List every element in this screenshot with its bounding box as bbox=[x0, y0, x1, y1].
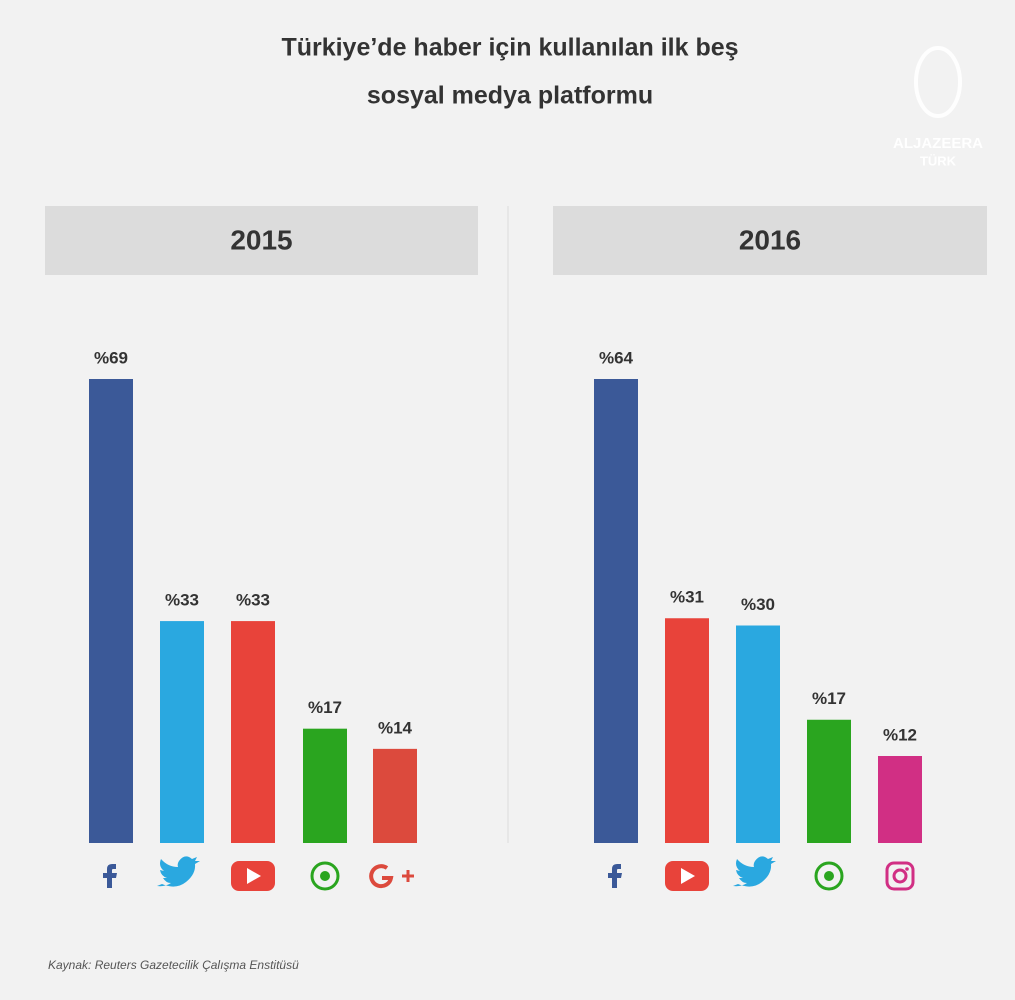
icon-shape bbox=[681, 868, 695, 884]
panel-header bbox=[553, 206, 987, 275]
icon-shape bbox=[892, 868, 908, 884]
platform-icon bbox=[103, 864, 117, 888]
platform-icon bbox=[369, 864, 414, 889]
platform-icon bbox=[231, 861, 275, 891]
bar bbox=[231, 621, 275, 843]
icon-shape bbox=[733, 856, 776, 887]
platform-icon bbox=[665, 861, 709, 891]
logo-text: TÜRK bbox=[920, 153, 957, 168]
bar bbox=[665, 618, 709, 843]
value-label: %33 bbox=[236, 591, 270, 610]
bar bbox=[89, 379, 133, 843]
panel-title: 2015 bbox=[230, 224, 292, 255]
value-label: %17 bbox=[308, 698, 342, 717]
icon-shape bbox=[103, 864, 117, 888]
platform-icon bbox=[608, 864, 622, 888]
icon-shape bbox=[885, 861, 915, 891]
icon-shape bbox=[824, 871, 834, 881]
logo: ALJAZEERA TÜRK bbox=[893, 46, 983, 168]
logo-mark bbox=[914, 46, 962, 118]
title-line: sosyal medya platformu bbox=[367, 82, 653, 110]
icon-shape bbox=[905, 867, 909, 871]
platform-icon bbox=[157, 856, 200, 887]
value-label: %17 bbox=[812, 689, 846, 708]
bar bbox=[160, 621, 204, 843]
platform-icon bbox=[885, 861, 915, 891]
value-label: %64 bbox=[599, 348, 634, 367]
value-label: %14 bbox=[378, 718, 413, 737]
value-label: %31 bbox=[670, 588, 704, 607]
bar bbox=[807, 719, 851, 843]
bar bbox=[373, 748, 417, 843]
value-label: %12 bbox=[883, 725, 917, 744]
icon-shape bbox=[814, 861, 844, 891]
bar bbox=[736, 625, 780, 843]
value-label: %30 bbox=[741, 595, 775, 614]
value-label: %33 bbox=[165, 591, 199, 610]
icon-shape bbox=[608, 864, 622, 888]
icon-shape bbox=[247, 868, 261, 884]
bar bbox=[878, 756, 922, 843]
logo-text: ALJAZEERA bbox=[893, 135, 983, 152]
bar bbox=[303, 728, 347, 843]
value-label: %69 bbox=[94, 348, 128, 367]
bar bbox=[594, 379, 638, 843]
icon-shape bbox=[157, 856, 200, 887]
source: Kaynak: Reuters Gazetecilik Çalışma Enst… bbox=[48, 958, 299, 972]
icon-shape bbox=[369, 864, 394, 889]
icon-shape bbox=[320, 871, 330, 881]
panel-header bbox=[45, 206, 478, 275]
platform-icon bbox=[733, 856, 776, 887]
icon-shape bbox=[402, 870, 414, 882]
platform-icon bbox=[814, 861, 844, 891]
panel-title: 2016 bbox=[739, 224, 801, 255]
title-line: Türkiye’de haber için kullanılan ilk beş bbox=[281, 34, 738, 62]
platform-icon bbox=[310, 861, 340, 891]
icon-shape bbox=[310, 861, 340, 891]
